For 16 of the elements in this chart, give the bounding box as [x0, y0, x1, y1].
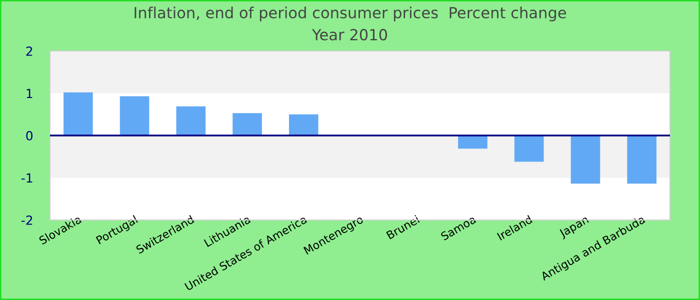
- bar: [458, 136, 488, 149]
- bar: [627, 136, 656, 184]
- y-tick-label: 1: [26, 88, 32, 98]
- bar: [176, 106, 206, 136]
- bar: [288, 114, 318, 136]
- chart-title: Inflation, end of period consumer prices Percent change: [134, 6, 566, 22]
- y-tick-label: 2: [26, 46, 32, 56]
- chart-subtitle: Year 2010: [312, 28, 388, 40]
- bar: [64, 92, 93, 136]
- bar: [232, 113, 262, 136]
- y-tick-label: -1: [21, 173, 32, 182]
- bar: [120, 96, 150, 136]
- y-tick-label: -2: [21, 215, 32, 225]
- bar: [570, 136, 600, 184]
- bar: [514, 136, 544, 162]
- y-tick-label: 0: [26, 130, 33, 140]
